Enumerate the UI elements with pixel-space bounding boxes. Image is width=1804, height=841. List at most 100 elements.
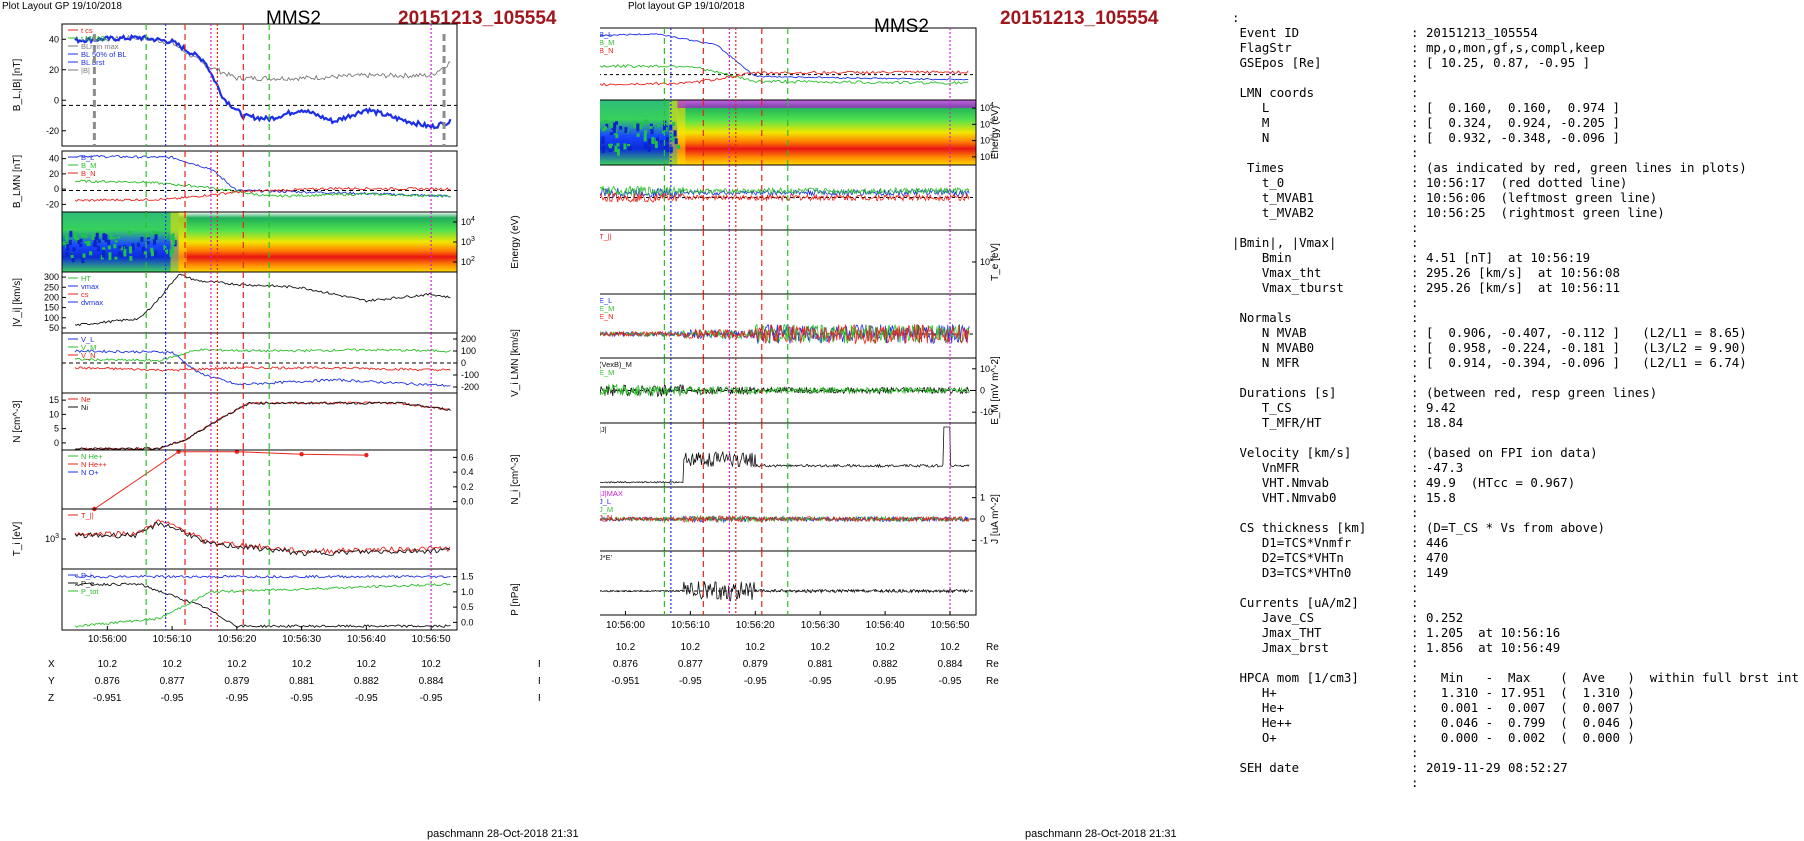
left-ion-spectrogram-speck bbox=[102, 247, 106, 252]
left-ion-spectrogram-speck bbox=[152, 231, 156, 235]
left-panel-1-tick-label: 40 bbox=[49, 154, 59, 164]
left-panel-8-legend-label: P_i bbox=[81, 571, 92, 580]
middle-coord-value: 10.2 bbox=[875, 642, 895, 653]
left-series-|B| bbox=[74, 34, 451, 82]
left-coord-value: 0.882 bbox=[354, 676, 379, 687]
left-point-N He++ bbox=[234, 449, 240, 454]
info-line: t_0 : 10:56:17 (red dotted line) bbox=[1232, 175, 1628, 190]
left-ion-spectrogram-speck bbox=[123, 249, 127, 257]
left-ion-spectrogram-speck bbox=[151, 251, 155, 257]
middle-panel-3-legend-label: T_|| bbox=[600, 232, 612, 241]
left-panel-4-legend-label: V_L bbox=[81, 335, 94, 344]
left-coord-axis: X bbox=[48, 659, 55, 670]
middle-electron-spectrogram-speck bbox=[619, 126, 623, 130]
left-panel-3-frame bbox=[61, 271, 458, 334]
middle-electron-spectrogram-speck bbox=[644, 119, 648, 124]
left-point-N He++ bbox=[299, 452, 304, 457]
left-coord-value: 10.2 bbox=[162, 659, 182, 670]
left-panel-0-tick-label: -20 bbox=[46, 126, 59, 136]
event-info-text: : Event ID : 20151213_105554 FlagStr : m… bbox=[1232, 10, 1798, 800]
left-panel-1-tick-label: 20 bbox=[49, 169, 59, 179]
middle-panel-3-tick-label: 102 bbox=[980, 256, 994, 267]
left-panel-0-legend-label: |B| bbox=[81, 66, 90, 75]
info-line: : bbox=[1232, 145, 1419, 160]
left-ion-spectrogram-speck bbox=[117, 236, 121, 239]
left-panel-3-tick-label: 100 bbox=[44, 313, 59, 323]
info-line: Jmax_brst : 1.856 at 10:56:49 bbox=[1232, 640, 1561, 655]
middle-electron-spectrogram-speck bbox=[672, 121, 676, 127]
middle-electron-spectrogram-speck bbox=[639, 121, 643, 130]
middle-panel-3-tick-exp: 2 bbox=[990, 256, 994, 263]
middle-electron-spectrogram-speck bbox=[602, 128, 606, 132]
left-panel-6-legend-label: N O+ bbox=[81, 468, 99, 477]
left-panel-4: 200 100 0 -100 -200 V_i LMN [km/s] V_LV_MV_N bbox=[61, 329, 521, 397]
left-panel-6-tick-label: 0.4 bbox=[461, 467, 474, 477]
info-line: GSEpos [Re] : [ 10.25, 0.87, -0.95 ] bbox=[1232, 55, 1591, 70]
left-panel-6-frame bbox=[61, 449, 458, 510]
middle-footer: paschmann 28-Oct-2018 21:31 bbox=[1025, 828, 1177, 840]
info-line: : bbox=[1232, 10, 1240, 25]
middle-event-title: 20151213_105554 bbox=[1000, 8, 1159, 29]
left-ion-spectrogram-speck bbox=[114, 240, 118, 243]
info-line: H+ : 1.310 - 17.951 ( 1.310 ) bbox=[1232, 685, 1635, 700]
middle-electron-spectrogram-speck bbox=[627, 144, 631, 147]
left-time-tick: 10:56:00 bbox=[88, 634, 127, 645]
middle-coord-value: 10.2 bbox=[616, 642, 636, 653]
middle-electron-spectrogram-speck bbox=[616, 143, 620, 147]
left-panel-8-tick-label: 1.0 bbox=[461, 587, 474, 597]
left-series-BL brst bbox=[74, 33, 452, 130]
middle-panel-5-tick-label: -10 bbox=[980, 407, 993, 417]
info-line: Jave_CS : 0.252 bbox=[1232, 610, 1464, 625]
left-ion-spectrogram-speck bbox=[164, 233, 168, 239]
middle-series-BM bbox=[600, 64, 969, 85]
middle-coord-value: -0.95 bbox=[809, 676, 832, 687]
left-ion-spectrogram-speck bbox=[169, 234, 173, 241]
middle-electron-spectrogram-speck bbox=[609, 132, 613, 136]
left-panel-6-ylabel: N_i [cm^-3] bbox=[510, 454, 521, 504]
info-line: N MFR : [ 0.914, -0.394, -0.096 ] (L2/L1… bbox=[1232, 355, 1747, 370]
left-series-|V_i| bbox=[74, 273, 451, 327]
left-coord-value: 0.879 bbox=[224, 676, 249, 687]
left-coord-value: 10.2 bbox=[421, 659, 441, 670]
left-ion-spectrogram-speck bbox=[118, 245, 122, 249]
left-panel-0-tick-label: 0 bbox=[54, 95, 59, 105]
info-line: Currents [uA/m2] : bbox=[1232, 595, 1419, 610]
middle-electron-spectrogram-speck bbox=[671, 139, 675, 142]
left-ion-spectrogram-speck bbox=[71, 254, 75, 263]
left-panel-2-tick-exp: 2 bbox=[471, 256, 475, 263]
middle-electron-spectrogram-speck bbox=[636, 123, 640, 132]
left-ion-spectrogram-speck bbox=[94, 242, 98, 248]
middle-panel-6-series-black bbox=[600, 426, 970, 484]
left-panel-4-ylabel: V_i LMN [km/s] bbox=[510, 329, 521, 397]
left-ion-spectrogram-speck bbox=[117, 251, 121, 256]
middle-electron-spectrogram-speck bbox=[615, 121, 619, 125]
middle-electron-spectrogram-speck bbox=[636, 133, 640, 137]
info-line: : bbox=[1232, 655, 1419, 670]
middle-electron-spectrogram-speck bbox=[669, 124, 673, 131]
left-point-N He++ bbox=[364, 452, 369, 458]
middle-coord-value: -0.95 bbox=[874, 676, 897, 687]
left-panel-2-tick-label: 102 bbox=[461, 256, 475, 267]
middle-electron-spectrogram-speck bbox=[666, 144, 670, 152]
middle-panel-8-legend-label: J*E' bbox=[600, 553, 613, 562]
middle-panel-6-legend-label: |J| bbox=[600, 425, 607, 434]
middle-panel-7-tick-label: 0 bbox=[980, 514, 985, 524]
left-series-P_tot bbox=[74, 582, 451, 628]
left-ion-spectrogram-speck bbox=[70, 252, 74, 259]
left-ion-spectrogram-speck bbox=[107, 245, 111, 250]
middle-time-tick: 10:56:30 bbox=[801, 620, 840, 631]
middle-electron-spectrogram-speck bbox=[644, 142, 648, 149]
left-panel-3-ylabel: |V_i| [km/s] bbox=[12, 278, 23, 327]
middle-electron-spectrogram-speck bbox=[614, 145, 618, 153]
middle-panel-5: 10 0 -10E_M [mV m^-2] (VexB)_ME_M bbox=[600, 356, 1001, 425]
middle-panel-7-series-red bbox=[600, 514, 970, 524]
left-ion-spectrogram-speck bbox=[102, 234, 106, 241]
middle-panel-4-legend-label: E_L bbox=[600, 296, 612, 305]
left-panel-5-legend-label: Ni bbox=[81, 403, 88, 412]
left-ion-spectrogram-speck bbox=[77, 240, 81, 244]
left-panel-0-legend-label: BL 50% of BL bbox=[81, 50, 127, 59]
middle-electron-spectrogram-speck bbox=[673, 130, 677, 137]
